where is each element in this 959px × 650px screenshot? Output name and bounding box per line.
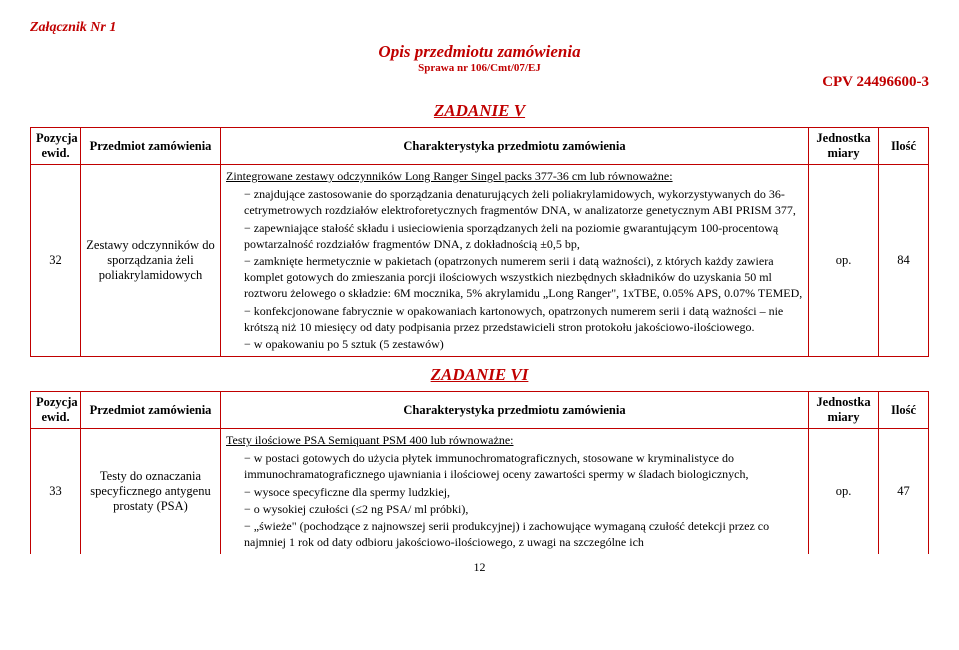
cell-characteristic: Zintegrowane zestawy odczynników Long Ra… xyxy=(221,165,809,357)
col-ilosc: Ilość xyxy=(879,128,929,165)
task-5-table: Pozycja ewid. Przedmiot zamówienia Chara… xyxy=(30,127,929,357)
char-lead: Zintegrowane zestawy odczynników Long Ra… xyxy=(226,169,673,183)
col-char: Charakterystyka przedmiotu zamówienia xyxy=(221,392,809,429)
table-header-row: Pozycja ewid. Przedmiot zamówienia Chara… xyxy=(31,128,929,165)
col-jedn: Jednostka miary xyxy=(809,128,879,165)
list-item: zamknięte hermetycznie w pakietach (opat… xyxy=(244,253,803,302)
cell-pozycja: 33 xyxy=(31,429,81,555)
case-number: Sprawa nr 106/Cmt/07/EJ xyxy=(30,62,929,74)
char-list-5: znajdujące zastosowanie do sporządzania … xyxy=(226,186,803,352)
title-block: Opis przedmiotu zamówienia Sprawa nr 106… xyxy=(30,42,929,74)
col-przedmiot: Przedmiot zamówienia xyxy=(81,128,221,165)
col-jedn: Jednostka miary xyxy=(809,392,879,429)
list-item: wysoce specyficzne dla spermy ludzkiej, xyxy=(244,484,803,500)
task-5-heading: ZADANIE V xyxy=(30,101,929,121)
list-item: w postaci gotowych do użycia płytek immu… xyxy=(244,450,803,482)
char-lead: Testy ilościowe PSA Semiquant PSM 400 lu… xyxy=(226,433,513,447)
list-item: znajdujące zastosowanie do sporządzania … xyxy=(244,186,803,218)
page-number: 12 xyxy=(30,560,929,575)
cell-jedn: op. xyxy=(809,165,879,357)
col-pozycja: Pozycja ewid. xyxy=(31,392,81,429)
cell-ilosc: 84 xyxy=(879,165,929,357)
table-header-row: Pozycja ewid. Przedmiot zamówienia Chara… xyxy=(31,392,929,429)
cell-przedmiot: Zestawy odczynników do sporządzania żeli… xyxy=(81,165,221,357)
col-przedmiot: Przedmiot zamówienia xyxy=(81,392,221,429)
col-char: Charakterystyka przedmiotu zamówienia xyxy=(221,128,809,165)
list-item: konfekcjonowane fabrycznie w opakowaniac… xyxy=(244,303,803,335)
list-item: zapewniające stałość składu i usieciowie… xyxy=(244,220,803,252)
char-list-6: w postaci gotowych do użycia płytek immu… xyxy=(226,450,803,550)
list-item: w opakowaniu po 5 sztuk (5 zestawów) xyxy=(244,336,803,352)
cell-jedn: op. xyxy=(809,429,879,555)
table-row: 33 Testy do oznaczania specyficznego ant… xyxy=(31,429,929,555)
col-ilosc: Ilość xyxy=(879,392,929,429)
task-6-table: Pozycja ewid. Przedmiot zamówienia Chara… xyxy=(30,391,929,554)
main-title: Opis przedmiotu zamówienia xyxy=(30,42,929,62)
cpv-code: CPV 24496600-3 xyxy=(30,74,929,91)
attachment-label: Załącznik Nr 1 xyxy=(30,20,929,36)
task-6-heading: ZADANIE VI xyxy=(30,365,929,385)
cell-characteristic: Testy ilościowe PSA Semiquant PSM 400 lu… xyxy=(221,429,809,555)
cell-przedmiot: Testy do oznaczania specyficznego antyge… xyxy=(81,429,221,555)
col-pozycja: Pozycja ewid. xyxy=(31,128,81,165)
list-item: „świeże" (pochodzące z najnowszej serii … xyxy=(244,518,803,550)
list-item: o wysokiej czułości (≤2 ng PSA/ ml próbk… xyxy=(244,501,803,517)
cell-pozycja: 32 xyxy=(31,165,81,357)
table-row: 32 Zestawy odczynników do sporządzania ż… xyxy=(31,165,929,357)
cell-ilosc: 47 xyxy=(879,429,929,555)
